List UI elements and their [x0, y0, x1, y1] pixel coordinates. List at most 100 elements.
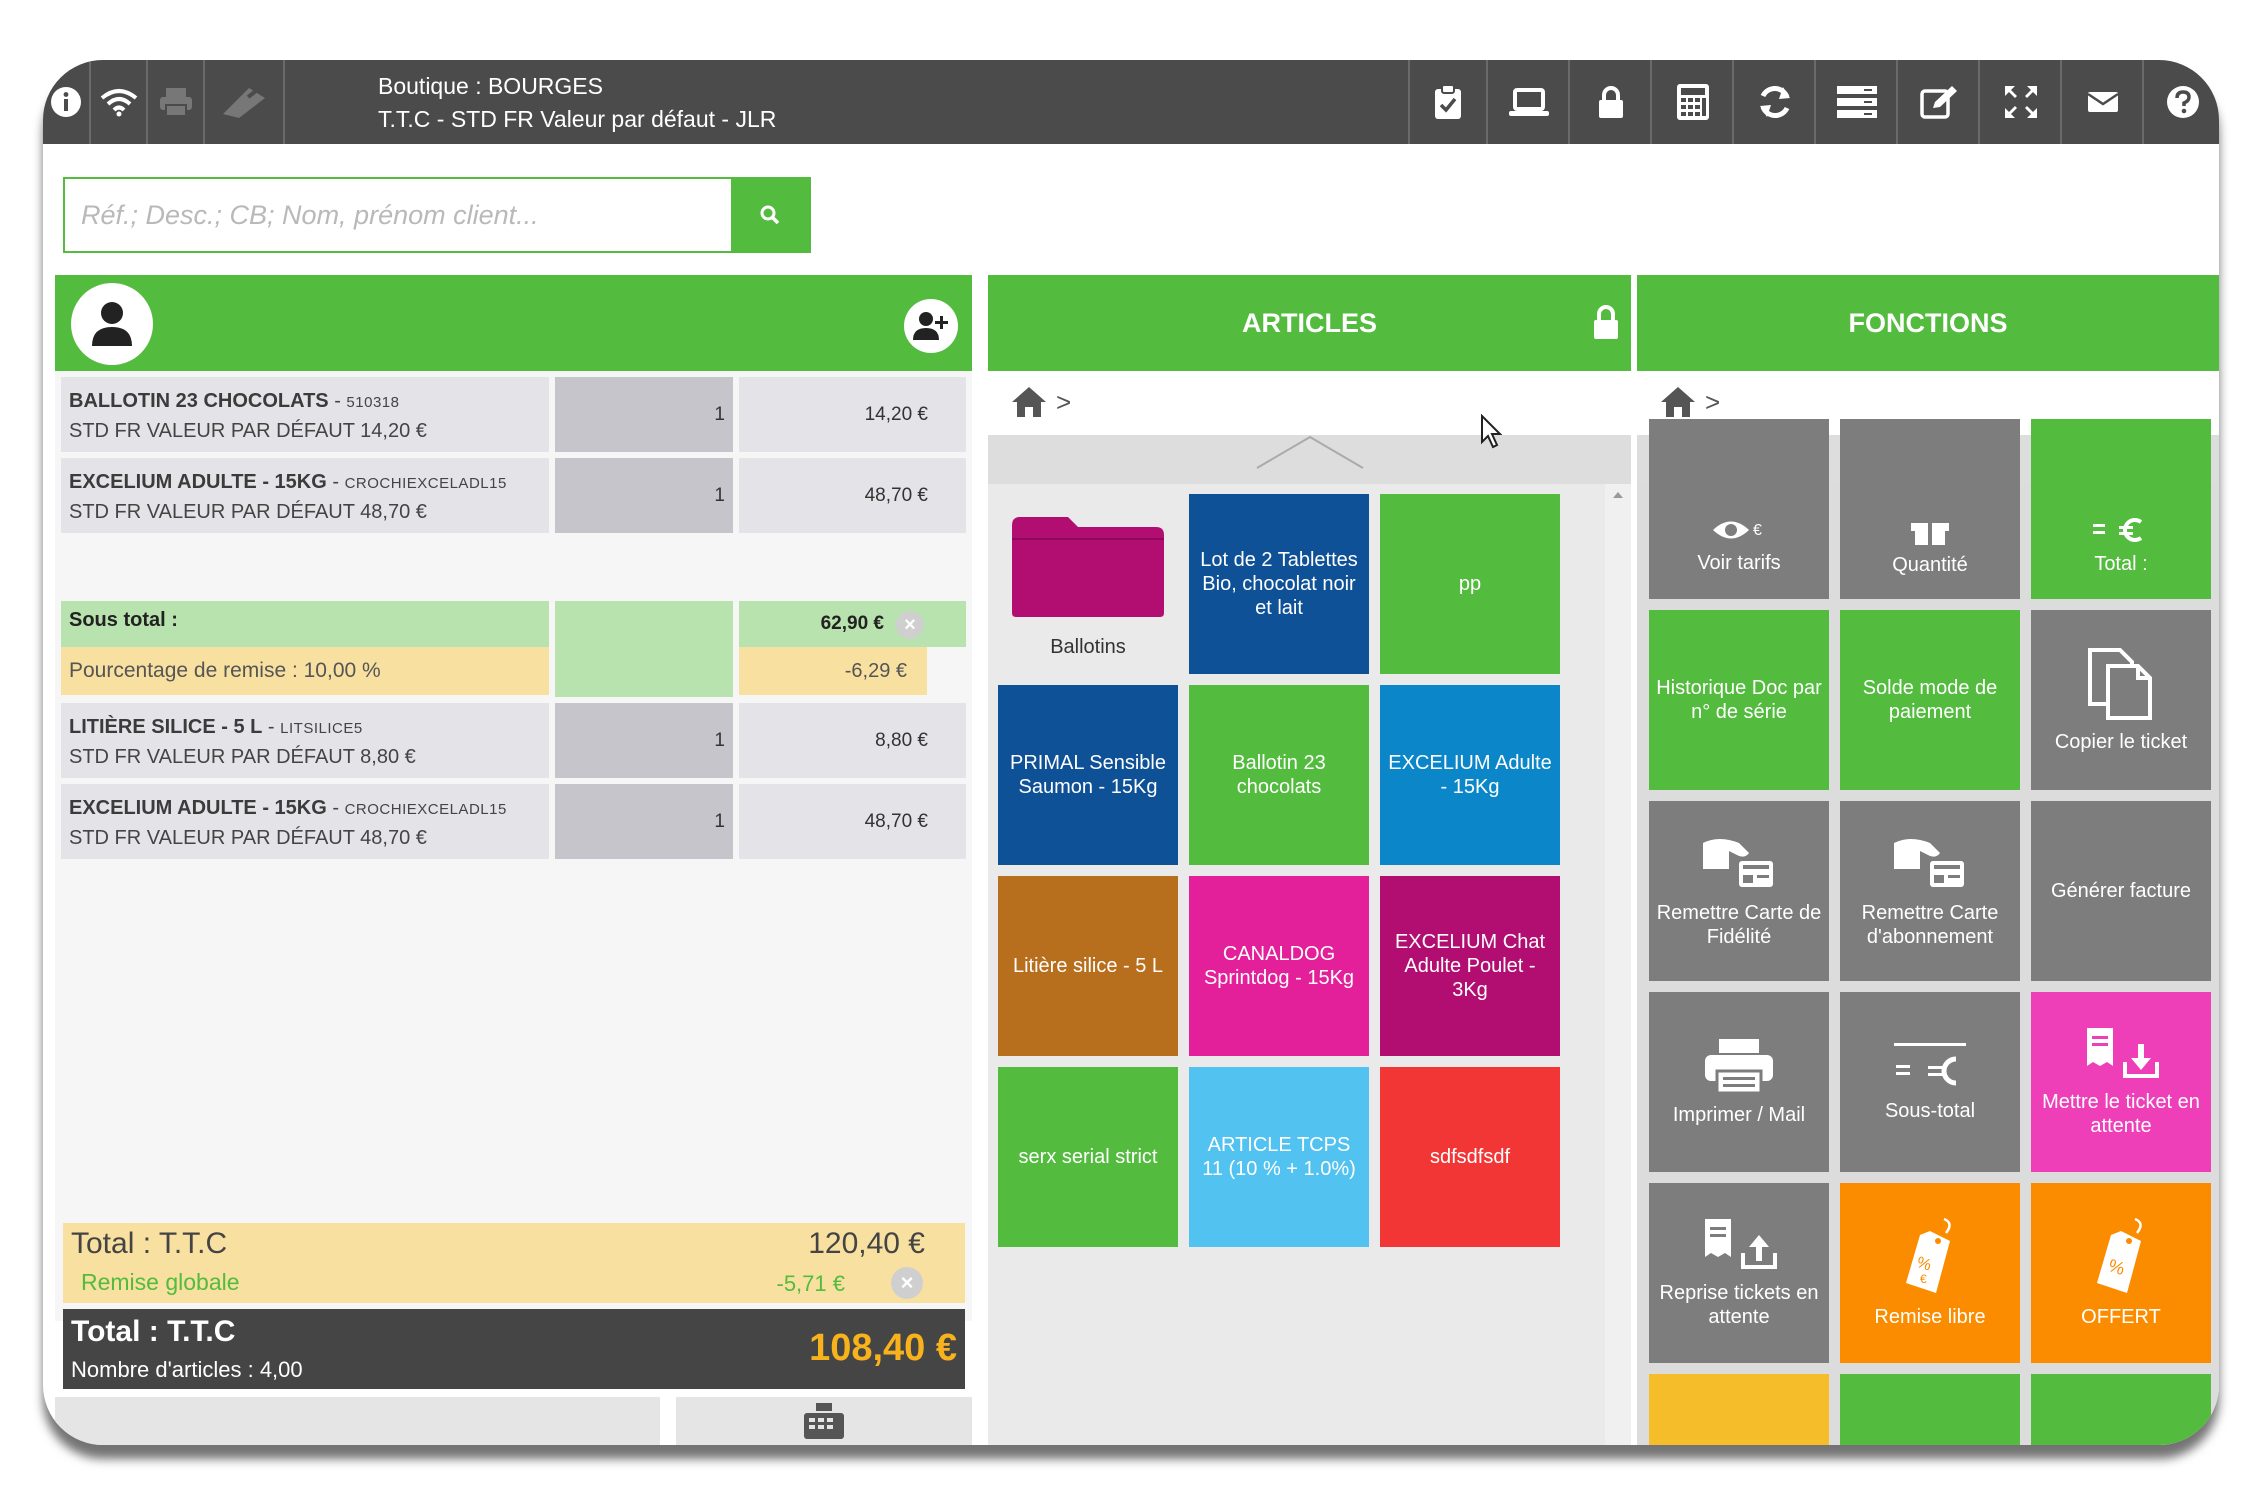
- line-name: EXCELIUM ADULTE - 15KG: [69, 471, 327, 493]
- laptop-icon[interactable]: [1490, 60, 1570, 144]
- svg-text:€: €: [1753, 522, 1762, 539]
- fonctions-grid: € Voir tarifs Quantité Total : Historiqu…: [1637, 419, 2219, 1445]
- ticket-line[interactable]: BALLOTIN 23 CHOCOLATS - 510318 STD FR VAL…: [61, 377, 966, 452]
- remove-subtotal-icon[interactable]: ×: [896, 611, 924, 639]
- article-tile[interactable]: Ballotin 23 chocolats: [1189, 685, 1369, 865]
- function-tile-offert[interactable]: % OFFERT: [2031, 1183, 2211, 1363]
- total-label: Total : T.T.C: [71, 1227, 228, 1260]
- article-tile[interactable]: pp: [1380, 494, 1560, 674]
- line-ref: CROCHIEXCELADL15: [344, 475, 507, 492]
- articles-scroll-up[interactable]: [988, 435, 1631, 484]
- search-icon: [760, 205, 780, 225]
- function-tile-generer-facture[interactable]: Générer facture: [2031, 801, 2211, 981]
- payment-terminal-icon[interactable]: [205, 60, 285, 144]
- list-icon[interactable]: [1818, 60, 1898, 144]
- subtotal-block: Sous total : Pourcentage de remise : 10,…: [61, 601, 966, 697]
- line-tariff: STD FR VALEUR PAR DÉFAUT 14,20 €: [69, 420, 427, 442]
- total-value: 120,40 €: [808, 1227, 925, 1260]
- user-icon: [92, 302, 132, 346]
- mail-icon[interactable]: [2064, 60, 2144, 144]
- fullscreen-icon[interactable]: [1982, 60, 2062, 144]
- items-count: Nombre d'articles : 4,00: [71, 1357, 303, 1382]
- articles-breadcrumb[interactable]: >: [1010, 385, 1071, 419]
- copy-icon: [2088, 648, 2152, 720]
- function-tile-carte-abonnement[interactable]: Remettre Carte d'abonnement: [1840, 801, 2020, 981]
- function-tile-partial[interactable]: [1649, 1374, 1829, 1445]
- article-tile[interactable]: ARTICLE TCPS 11 (10 % + 1.0%): [1189, 1067, 1369, 1247]
- wifi-icon[interactable]: [91, 60, 148, 144]
- line-ref: LITSILICE5: [280, 720, 363, 737]
- folder-tile[interactable]: Ballotins: [998, 494, 1178, 674]
- fonctions-header: FONCTIONS: [1637, 275, 2219, 371]
- article-tile[interactable]: Litière silice - 5 L: [998, 876, 1178, 1056]
- help-icon[interactable]: [2146, 60, 2219, 144]
- user-plus-icon: [913, 312, 948, 340]
- function-tile-solde[interactable]: Solde mode de paiement: [1840, 610, 2020, 790]
- ticket-line[interactable]: EXCELIUM ADULTE - 15KG - CROCHIEXCELADL1…: [61, 458, 966, 533]
- function-tile-remise-libre[interactable]: % € Remise libre: [1840, 1183, 2020, 1363]
- article-tile[interactable]: CANALDOG Sprintdog - 15Kg: [1189, 876, 1369, 1056]
- line-price[interactable]: 8,80 €: [739, 703, 966, 778]
- lock-icon[interactable]: [1572, 60, 1652, 144]
- function-tile-mettre-en-attente[interactable]: Mettre le ticket en attente: [2031, 992, 2211, 1172]
- folder-icon: [1012, 517, 1164, 617]
- edit-icon[interactable]: [1900, 60, 1980, 144]
- euro-icon: [2093, 518, 2143, 542]
- clipboard-check-icon[interactable]: [1408, 60, 1488, 144]
- ticket-line[interactable]: LITIÈRE SILICE - 5 L - LITSILICE5 STD FR …: [61, 703, 966, 778]
- cash-register-button[interactable]: [676, 1397, 972, 1445]
- totals-block: Total : T.T.C 120,40 € Remise globale -5…: [63, 1223, 965, 1303]
- function-tile-partial[interactable]: [2031, 1374, 2211, 1445]
- lock-icon[interactable]: [1591, 303, 1621, 348]
- grand-total-block: Total : T.T.C Nombre d'articles : 4,00 1…: [63, 1309, 965, 1389]
- global-discount-value: -5,71 €: [776, 1271, 846, 1296]
- function-tile-quantite[interactable]: Quantité: [1840, 419, 2020, 599]
- discount-value: -6,29 €: [739, 647, 927, 695]
- printer-icon[interactable]: [148, 60, 205, 144]
- price-tag-icon: %: [2097, 1217, 2142, 1293]
- fonctions-breadcrumb[interactable]: >: [1659, 385, 1720, 419]
- ticket-line[interactable]: EXCELIUM ADULTE - 15KG - CROCHIEXCELADL1…: [61, 784, 966, 859]
- subtotal-label: Sous total :: [61, 601, 549, 647]
- line-qty[interactable]: 1: [555, 377, 733, 452]
- bottom-left-button[interactable]: [55, 1397, 660, 1445]
- article-tile[interactable]: sdfsdfsdf: [1380, 1067, 1560, 1247]
- article-tile[interactable]: serx serial strict: [998, 1067, 1178, 1247]
- search-input[interactable]: [65, 179, 732, 251]
- remove-discount-icon[interactable]: ×: [891, 1267, 923, 1299]
- function-tile-partial[interactable]: [1840, 1374, 2020, 1445]
- ticket-header: [55, 275, 972, 371]
- scroll-up-arrow-icon: [1613, 492, 1623, 498]
- line-qty[interactable]: 1: [555, 784, 733, 859]
- function-tile-sous-total[interactable]: Sous-total: [1840, 992, 2020, 1172]
- articles-grid: Ballotins Lot de 2 Tablettes Bio, chocol…: [988, 484, 1631, 1445]
- function-tile-carte-fidelite[interactable]: Remettre Carte de Fidélité: [1649, 801, 1829, 981]
- info-icon[interactable]: [43, 60, 91, 144]
- function-tile-historique[interactable]: Historique Doc par n° de série: [1649, 610, 1829, 790]
- function-tile-copier-ticket[interactable]: Copier le ticket: [2031, 610, 2211, 790]
- line-price[interactable]: 14,20 €: [739, 377, 966, 452]
- refresh-icon[interactable]: [1736, 60, 1816, 144]
- add-client-button[interactable]: [904, 299, 958, 353]
- discount-percent-label: Pourcentage de remise : 10,00 %: [61, 647, 549, 695]
- function-tile-voir-tarifs[interactable]: € Voir tarifs: [1649, 419, 1829, 599]
- client-avatar-button[interactable]: [71, 283, 153, 365]
- chevron-up-icon: [1255, 435, 1364, 469]
- calculator-icon[interactable]: [1654, 60, 1734, 144]
- articles-scrollbar[interactable]: [1605, 484, 1631, 1445]
- line-qty[interactable]: 1: [555, 703, 733, 778]
- article-tile[interactable]: Lot de 2 Tablettes Bio, chocolat noir et…: [1189, 494, 1369, 674]
- global-discount-label: Remise globale: [81, 1269, 240, 1295]
- article-tile[interactable]: EXCELIUM Chat Adulte Poulet - 3Kg: [1380, 876, 1560, 1056]
- function-tile-total[interactable]: Total :: [2031, 419, 2211, 599]
- article-tile[interactable]: EXCELIUM Adulte - 15Kg: [1380, 685, 1560, 865]
- line-price[interactable]: 48,70 €: [739, 458, 966, 533]
- article-tile[interactable]: PRIMAL Sensible Saumon - 15Kg: [998, 685, 1178, 865]
- line-price[interactable]: 48,70 €: [739, 784, 966, 859]
- function-tile-imprimer[interactable]: Imprimer / Mail: [1649, 992, 1829, 1172]
- function-tile-reprise-tickets[interactable]: Reprise tickets en attente: [1649, 1183, 1829, 1363]
- articles-header: ARTICLES: [988, 275, 1631, 371]
- search-button[interactable]: [731, 179, 809, 251]
- subtotal-value: 62,90 €: [739, 601, 966, 647]
- line-qty[interactable]: 1: [555, 458, 733, 533]
